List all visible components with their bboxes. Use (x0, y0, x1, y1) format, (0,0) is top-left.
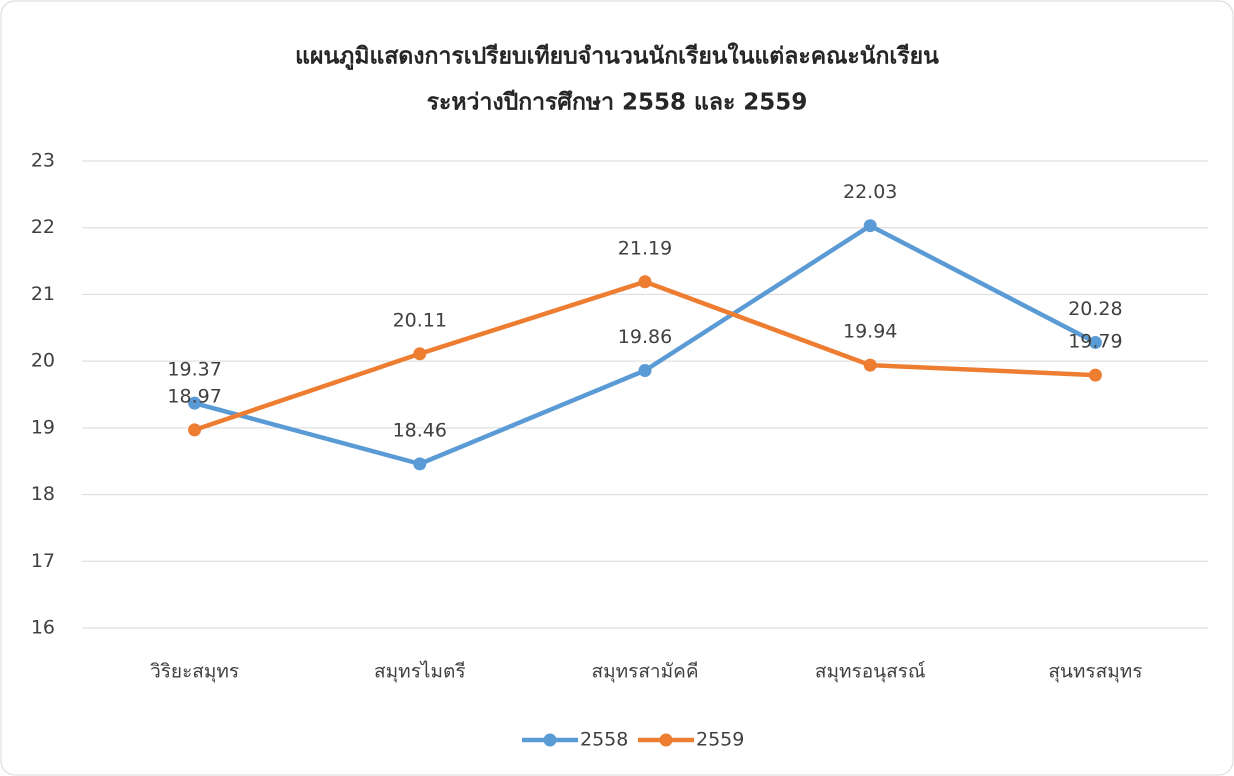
data-label: 20.11 (393, 309, 447, 331)
legend-marker (543, 733, 557, 747)
data-label: 19.94 (843, 321, 897, 343)
legend-label: 2559 (696, 729, 744, 751)
y-tick-label: 20 (31, 350, 55, 372)
y-tick-label: 21 (31, 283, 55, 305)
data-label: 19.86 (618, 326, 672, 348)
data-point (1088, 368, 1102, 382)
y-tick-label: 16 (31, 617, 55, 639)
legend-marker (659, 733, 673, 747)
data-point (413, 457, 427, 471)
y-tick-label: 17 (31, 550, 55, 572)
data-label: 22.03 (843, 181, 897, 203)
data-label: 18.97 (167, 385, 221, 407)
x-tick-label: วิริยะสมุทร (150, 661, 239, 684)
x-tick-label: สมุทรอนุสรณ์ (815, 661, 926, 684)
data-point (638, 275, 652, 289)
data-label: 21.19 (618, 237, 672, 259)
x-tick-label: สมุทรไมตรี (374, 661, 465, 684)
x-tick-label: สมุทรสามัคคี (591, 661, 698, 684)
data-point (188, 396, 202, 410)
data-point (863, 219, 877, 233)
chart-title: แผนภูมิแสดงการเปรียบเทียบจำนวนนักเรียนใน… (295, 42, 939, 71)
data-label: 18.46 (393, 419, 447, 441)
data-point (188, 423, 202, 437)
data-label: 19.79 (1068, 331, 1122, 353)
data-point (1088, 335, 1102, 349)
legend-label: 2558 (580, 729, 628, 751)
data-label: 19.37 (167, 359, 221, 381)
data-label: 20.28 (1068, 298, 1122, 320)
data-point (413, 347, 427, 361)
chart-title: ระหว่างปีการศึกษา 2558 และ 2559 (427, 90, 808, 116)
y-tick-label: 18 (31, 483, 55, 505)
y-tick-label: 22 (31, 216, 55, 238)
x-tick-label: สุนทรสมุทร (1048, 661, 1142, 684)
y-tick-label: 23 (31, 150, 55, 172)
data-point (863, 358, 877, 372)
data-point (638, 363, 652, 377)
y-tick-label: 19 (31, 416, 55, 438)
